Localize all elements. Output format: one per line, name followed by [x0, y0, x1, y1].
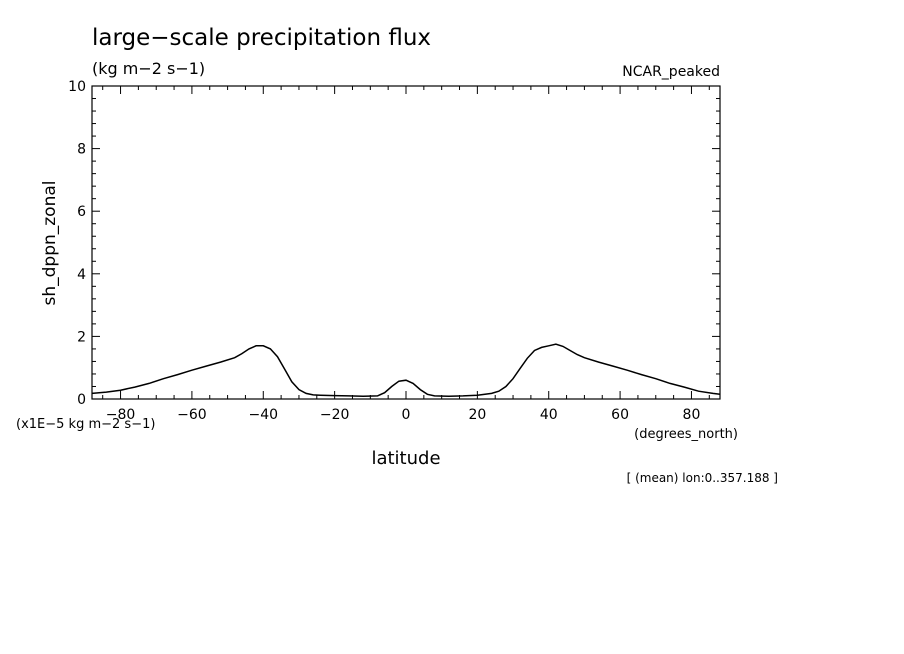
x-tick-label: 0 [402, 407, 411, 423]
y-tick-label: 10 [68, 79, 86, 95]
x-tick-label: 60 [611, 407, 629, 423]
chart-title: large−scale precipitation flux [92, 25, 431, 51]
y-tick-label: 4 [77, 267, 86, 283]
y-tick-labels: 0 2 4 6 8 10 [68, 79, 86, 408]
plot-frame [91, 85, 721, 400]
chart-subtitle: (kg m−2 s−1) [92, 59, 205, 78]
model-label: NCAR_peaked [622, 64, 720, 80]
y-tick-label: 8 [77, 142, 86, 158]
x-tick-label: −60 [177, 407, 207, 423]
x-tick-label: 20 [468, 407, 486, 423]
x-tick-label: 80 [683, 407, 701, 423]
y-tick-label: 0 [77, 392, 86, 408]
series-line [91, 343, 721, 397]
x-axis-label: latitude [371, 448, 440, 469]
footnote: [ (mean) lon:0..357.188 ] [627, 471, 778, 485]
x-tick-label: 40 [540, 407, 558, 423]
y-tick-label: 6 [77, 204, 86, 220]
x-tick-label: −80 [106, 407, 136, 423]
x-tick-labels: −80 −60 −40 −20 0 20 40 60 80 [106, 407, 701, 423]
x-units-label: (degrees_north) [634, 427, 738, 442]
x-tick-label: −20 [320, 407, 350, 423]
x-tick-label: −40 [248, 407, 278, 423]
y-tick-label: 2 [77, 329, 86, 345]
axis-ticks [92, 85, 720, 400]
y-scale-note: (x1E−5 kg m−2 s−1) [16, 417, 155, 432]
y-axis-label: sh_dppn_zonal [40, 180, 60, 305]
